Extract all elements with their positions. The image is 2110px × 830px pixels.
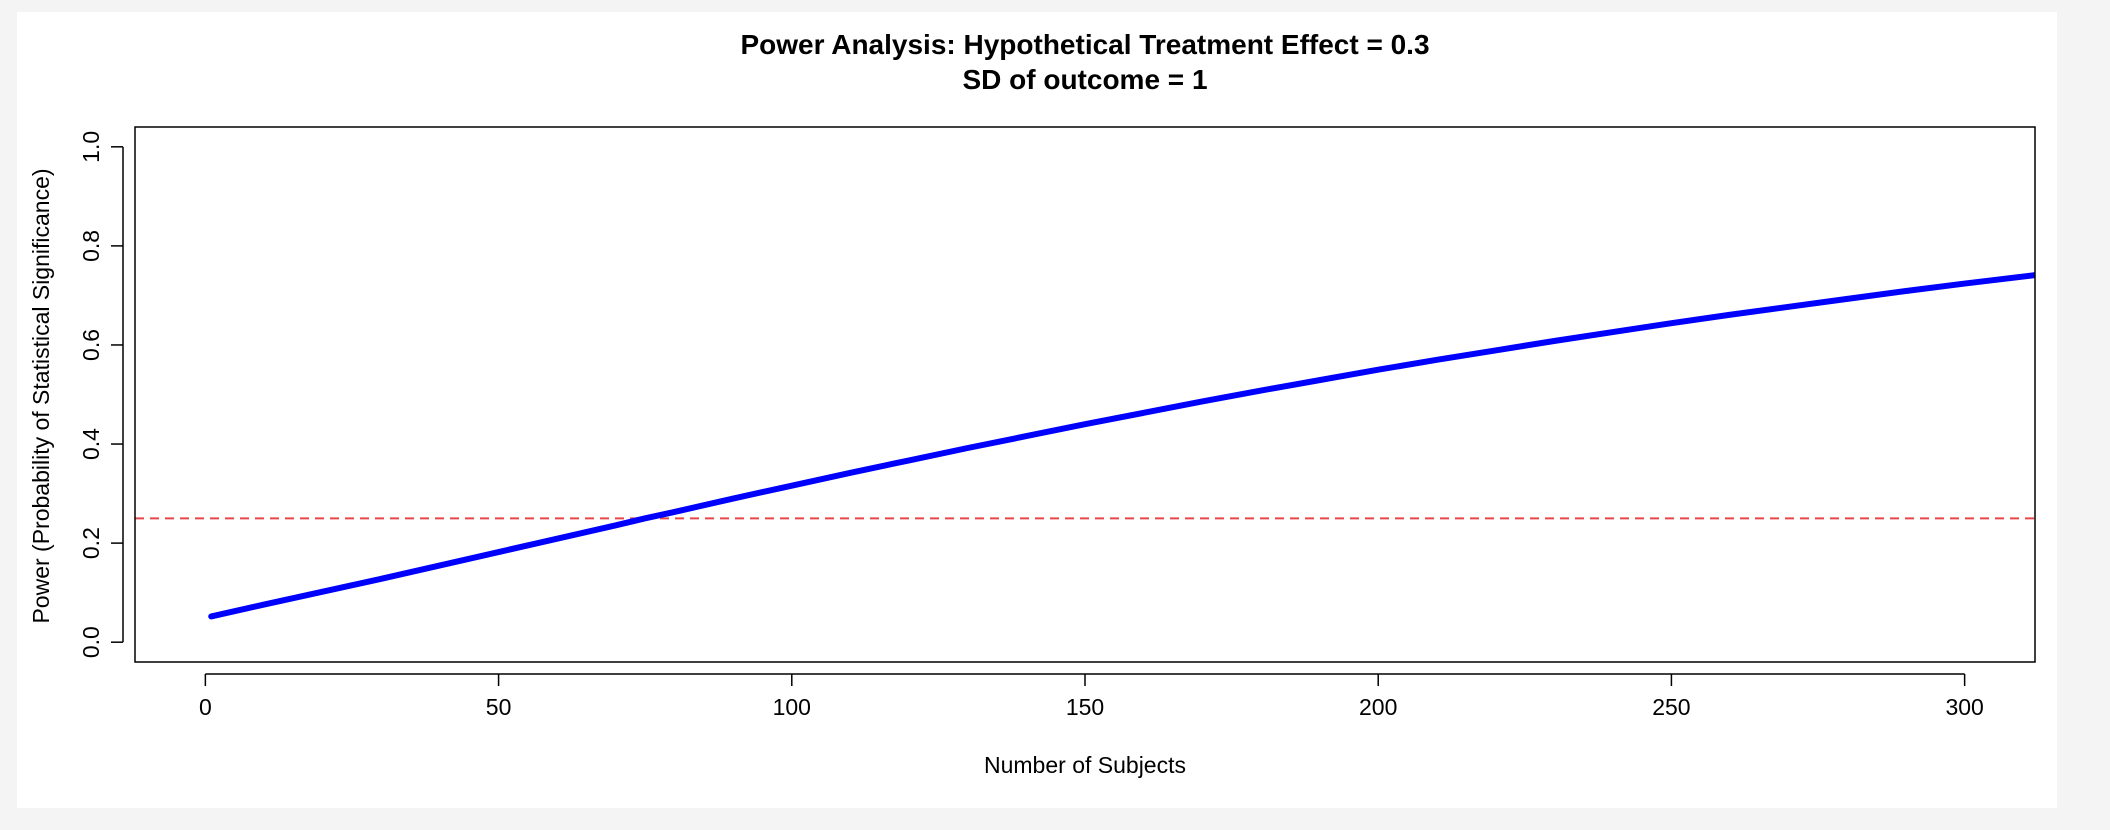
y-tick-label-2: 0.4 [78, 428, 104, 460]
y-tick-label-4: 0.8 [78, 230, 104, 262]
x-tick-label-5: 250 [1652, 694, 1690, 720]
plot-border [134, 126, 2036, 663]
y-tick-label-0: 0.0 [78, 626, 104, 658]
power-analysis-chart: Power Analysis: Hypothetical Treatment E… [28, 29, 2036, 778]
y-tick-label-5: 1.0 [78, 131, 104, 163]
chart-title: Power Analysis: Hypothetical Treatment E… [740, 29, 1429, 60]
x-tick-label-3: 150 [1066, 694, 1104, 720]
y-axis-label: Power (Probability of Statistical Signif… [28, 168, 54, 623]
x-tick-label-4: 200 [1359, 694, 1397, 720]
x-tick-label-0: 0 [199, 694, 212, 720]
y-tick-label-1: 0.2 [78, 527, 104, 559]
x-tick-label-2: 100 [773, 694, 811, 720]
y-tick-label-3: 0.6 [78, 329, 104, 361]
x-tick-label-1: 50 [486, 694, 512, 720]
x-tick-label-6: 300 [1945, 694, 1983, 720]
x-axis-label: Number of Subjects [984, 752, 1186, 778]
chart-subtitle: SD of outcome = 1 [962, 64, 1207, 95]
chart-frame: Power Analysis: Hypothetical Treatment E… [17, 12, 2057, 808]
series-line-0 [208, 272, 2035, 620]
plot-layer: 0 50 100 150 200 250 300 0.0 0.2 0.4 0.6 0.8 1.0 [78, 126, 2036, 720]
